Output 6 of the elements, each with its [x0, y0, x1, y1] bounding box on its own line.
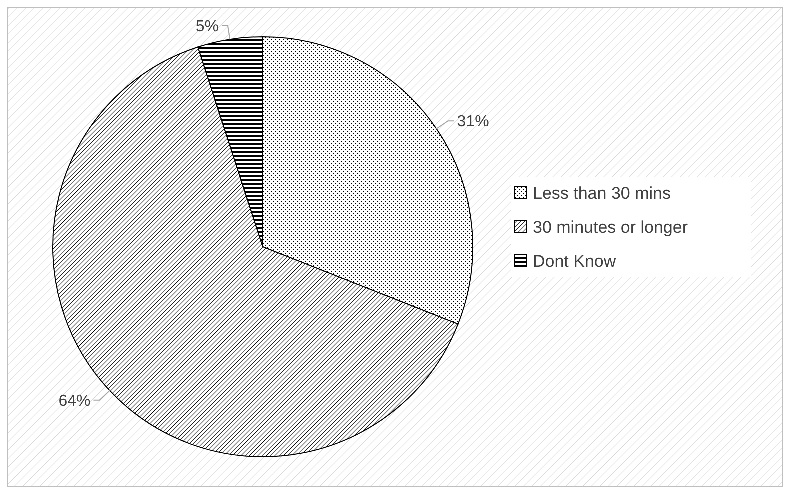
data-label: 64% [58, 392, 91, 410]
legend-label: Dont Know [533, 252, 617, 271]
legend-label: 30 minutes or longer [533, 218, 688, 237]
legend-label: Less than 30 mins [533, 184, 671, 203]
data-label: 31% [457, 114, 490, 131]
data-label: 5% [196, 18, 219, 36]
